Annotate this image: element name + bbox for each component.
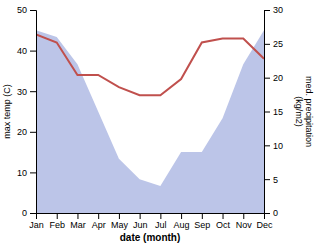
tick: Mar: [70, 213, 86, 230]
tick-label: 10: [273, 141, 283, 151]
tick-label: Dec: [256, 220, 273, 230]
tick-label: 50: [17, 5, 27, 15]
tick-label: Oct: [216, 220, 231, 230]
tick: 25: [264, 39, 283, 49]
tick-mark: [181, 213, 182, 219]
tick-mark: [30, 91, 36, 92]
chart: JanFebMarAprMayJunJulAugSepOctNovDec0102…: [0, 0, 318, 247]
tick: 5: [264, 175, 278, 185]
tick: Apr: [92, 213, 106, 230]
tick: Dec: [256, 213, 273, 230]
tick-mark: [119, 213, 120, 219]
y2-axis-title-line: (kg/m2): [294, 96, 304, 127]
area: [36, 30, 264, 213]
tick: Jul: [155, 213, 167, 230]
y-axis: 0 10 20 30 40 50: [17, 5, 37, 218]
tick: Nov: [236, 213, 253, 230]
tick: Jun: [133, 213, 148, 230]
tick-label: 10: [17, 168, 27, 178]
tick-mark: [202, 213, 203, 219]
tick-label: Jul: [155, 220, 167, 230]
tick: Jan: [29, 213, 44, 230]
tick-label: Mar: [70, 220, 86, 230]
tick-label: 30: [273, 5, 283, 15]
tick-mark: [264, 213, 270, 214]
tick-mark: [264, 10, 270, 11]
tick-mark: [223, 213, 224, 219]
tick: 30: [17, 87, 36, 97]
chart-container: JanFebMarAprMayJunJulAugSepOctNovDec0102…: [0, 0, 318, 247]
tick-label: 25: [273, 39, 283, 49]
tick-label: Jan: [29, 220, 44, 230]
tick-label: Apr: [92, 220, 106, 230]
tick-mark: [160, 213, 161, 219]
tick-mark: [264, 78, 270, 79]
tick: 0: [264, 208, 278, 218]
marks: [36, 30, 264, 213]
tick: Oct: [216, 213, 231, 230]
tick-mark: [30, 51, 36, 52]
tick-mark: [243, 213, 244, 219]
tick-label: 30: [17, 87, 27, 97]
tick-label: Feb: [49, 220, 65, 230]
tick-label: 15: [273, 107, 283, 117]
tick-mark: [264, 112, 270, 113]
tick-mark: [98, 213, 99, 219]
tick: 50: [17, 5, 36, 15]
x-axis-title: date (month): [120, 232, 181, 243]
line: [36, 34, 264, 95]
tick-mark: [30, 10, 36, 11]
tick-label: May: [111, 220, 129, 230]
tick: Feb: [49, 213, 65, 230]
tick-mark: [264, 179, 270, 180]
plot: JanFebMarAprMayJunJulAugSepOctNovDec0102…: [2, 5, 314, 243]
tick-label: Sep: [194, 220, 210, 230]
tick: 20: [264, 73, 283, 83]
tick-mark: [57, 213, 58, 219]
tick-label: Jun: [133, 220, 148, 230]
tick-label: 40: [17, 46, 27, 56]
tick-label: 20: [17, 127, 27, 137]
y-axis-title: max temp (C): [2, 84, 12, 139]
tick: 30: [264, 5, 283, 15]
tick-mark: [30, 213, 36, 214]
tick: 10: [17, 168, 36, 178]
tick-label: Nov: [236, 220, 253, 230]
tick-label: 0: [273, 208, 278, 218]
tick: Sep: [194, 213, 210, 230]
tick-label: 5: [273, 175, 278, 185]
y2-axis-title: med. precipitation(kg/m2): [294, 76, 314, 147]
tick-label: 0: [22, 208, 27, 218]
tick: 10: [264, 141, 283, 151]
tick: 40: [17, 46, 36, 56]
tick-mark: [30, 132, 36, 133]
y2-axis: 0 5 10 15 20 25 30: [264, 5, 283, 218]
tick: May: [111, 213, 129, 230]
tick: Aug: [174, 213, 190, 230]
axis-line: [265, 11, 271, 214]
tick: 15: [264, 107, 283, 117]
tick-mark: [140, 213, 141, 219]
tick-mark: [30, 172, 36, 173]
y2-axis-title-line: med. precipitation: [304, 76, 314, 147]
tick-label: Aug: [174, 220, 190, 230]
tick: 20: [17, 127, 36, 137]
tick-mark: [77, 213, 78, 219]
tick-label: 20: [273, 73, 283, 83]
tick: 0: [22, 208, 36, 218]
axis-line: [30, 11, 37, 214]
x-axis: Jan Feb Mar Apr May Jun Jul Aug Sep Oct NovDec: [29, 213, 273, 230]
tick-mark: [264, 145, 270, 146]
axis-line: [37, 214, 265, 220]
tick-mark: [264, 44, 270, 45]
